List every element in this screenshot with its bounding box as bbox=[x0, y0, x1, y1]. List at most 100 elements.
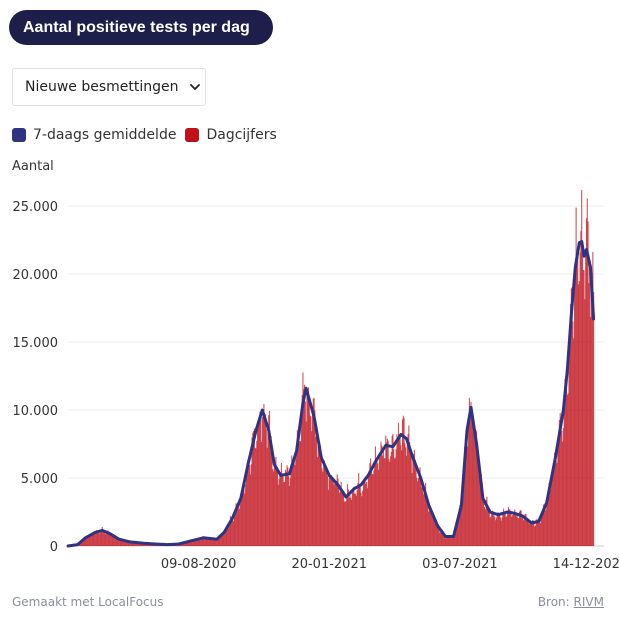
daily-bar bbox=[331, 475, 333, 546]
daily-bar bbox=[483, 500, 485, 546]
daily-bar bbox=[340, 481, 342, 546]
daily-bar bbox=[553, 461, 555, 546]
daily-bar bbox=[134, 542, 136, 546]
daily-bar bbox=[523, 520, 525, 546]
daily-bar bbox=[339, 492, 341, 546]
daily-bar bbox=[223, 531, 225, 546]
daily-bar bbox=[425, 482, 427, 546]
daily-bar bbox=[583, 270, 585, 546]
daily-bar bbox=[585, 252, 587, 546]
daily-bar bbox=[237, 502, 239, 546]
daily-bar bbox=[465, 443, 467, 546]
daily-bar bbox=[136, 542, 138, 546]
daily-bar bbox=[121, 541, 123, 546]
daily-bar bbox=[109, 535, 111, 546]
source-link[interactable]: RIVM bbox=[573, 595, 604, 609]
daily-bar bbox=[186, 542, 189, 546]
daily-bar bbox=[389, 461, 391, 546]
daily-bar bbox=[130, 541, 132, 546]
daily-bar bbox=[83, 540, 85, 546]
daily-bar bbox=[321, 468, 323, 546]
daily-bar bbox=[426, 497, 428, 546]
daily-bar bbox=[373, 470, 375, 546]
daily-bar bbox=[133, 542, 135, 546]
daily-bar bbox=[288, 486, 290, 546]
daily-bar bbox=[351, 490, 353, 546]
daily-bar bbox=[388, 459, 390, 546]
y-tick-label: 25.000 bbox=[13, 200, 59, 215]
daily-bar bbox=[455, 528, 457, 546]
daily-bar bbox=[438, 530, 440, 546]
daily-bar bbox=[127, 541, 130, 546]
daily-bar bbox=[335, 482, 337, 546]
metric-dropdown[interactable]: Nieuwe besmettingen bbox=[12, 68, 206, 106]
chart-title: Aantal positieve tests per dag bbox=[9, 10, 273, 45]
daily-bar bbox=[468, 397, 470, 546]
daily-bar bbox=[101, 526, 103, 546]
daily-bar bbox=[107, 530, 109, 546]
daily-bar bbox=[490, 516, 492, 546]
daily-bar bbox=[450, 538, 452, 546]
daily-bar bbox=[515, 516, 517, 546]
daily-bar bbox=[204, 538, 206, 546]
daily-bar bbox=[362, 480, 365, 546]
daily-bar bbox=[311, 431, 313, 546]
daily-bar bbox=[194, 540, 196, 546]
made-with-credit: Gemaakt met LocalFocus bbox=[12, 595, 164, 609]
daily-bar bbox=[508, 508, 510, 546]
daily-bar bbox=[213, 537, 215, 546]
daily-bar bbox=[111, 536, 113, 546]
daily-bar bbox=[523, 517, 525, 546]
daily-bar bbox=[379, 457, 381, 546]
daily-bar bbox=[300, 412, 302, 546]
daily-bar bbox=[236, 506, 238, 546]
daily-bar bbox=[222, 532, 224, 546]
daily-bar bbox=[441, 530, 443, 546]
y-tick-label: 10.000 bbox=[13, 404, 59, 419]
daily-bar bbox=[116, 538, 118, 546]
daily-bar bbox=[92, 534, 95, 546]
daily-bar bbox=[589, 265, 591, 546]
daily-bar bbox=[198, 539, 200, 546]
daily-bar bbox=[487, 507, 489, 546]
daily-bar bbox=[309, 415, 311, 546]
daily-bar bbox=[402, 415, 404, 546]
daily-bar bbox=[579, 252, 581, 546]
daily-bar bbox=[397, 422, 400, 546]
daily-bar bbox=[272, 468, 274, 546]
daily-bar bbox=[86, 537, 88, 546]
daily-bar bbox=[265, 429, 267, 546]
daily-bar bbox=[414, 459, 416, 546]
daily-bar bbox=[550, 483, 552, 546]
daily-bar bbox=[386, 438, 388, 546]
daily-bar bbox=[256, 441, 258, 546]
daily-bar bbox=[138, 542, 140, 546]
daily-bar bbox=[509, 509, 511, 546]
daily-bar bbox=[93, 533, 95, 546]
daily-bar bbox=[89, 534, 91, 546]
daily-bar bbox=[233, 514, 236, 546]
daily-bar bbox=[201, 537, 203, 546]
daily-bar bbox=[496, 512, 498, 546]
metric-dropdown-value: Nieuwe besmettingen bbox=[25, 79, 179, 95]
daily-bar bbox=[467, 446, 469, 546]
daily-bar bbox=[333, 484, 335, 546]
daily-bar bbox=[539, 523, 541, 546]
daily-bar bbox=[570, 288, 572, 546]
daily-bar bbox=[503, 508, 505, 546]
daily-bar bbox=[401, 450, 403, 546]
daily-bar bbox=[582, 269, 584, 546]
daily-bar bbox=[380, 441, 382, 546]
daily-bar bbox=[307, 387, 310, 546]
daily-bar bbox=[500, 520, 502, 546]
daily-bar bbox=[562, 427, 564, 546]
daily-bar bbox=[126, 541, 128, 546]
daily-bar bbox=[401, 419, 404, 546]
daily-bar bbox=[207, 537, 209, 546]
daily-bar bbox=[108, 534, 110, 546]
legend-item-average[interactable]: 7-daags gemiddelde bbox=[12, 127, 176, 143]
daily-bar bbox=[543, 505, 545, 546]
legend-item-daily[interactable]: Dagcijfers bbox=[185, 127, 277, 143]
daily-bar bbox=[234, 511, 236, 546]
daily-bar bbox=[182, 543, 185, 546]
